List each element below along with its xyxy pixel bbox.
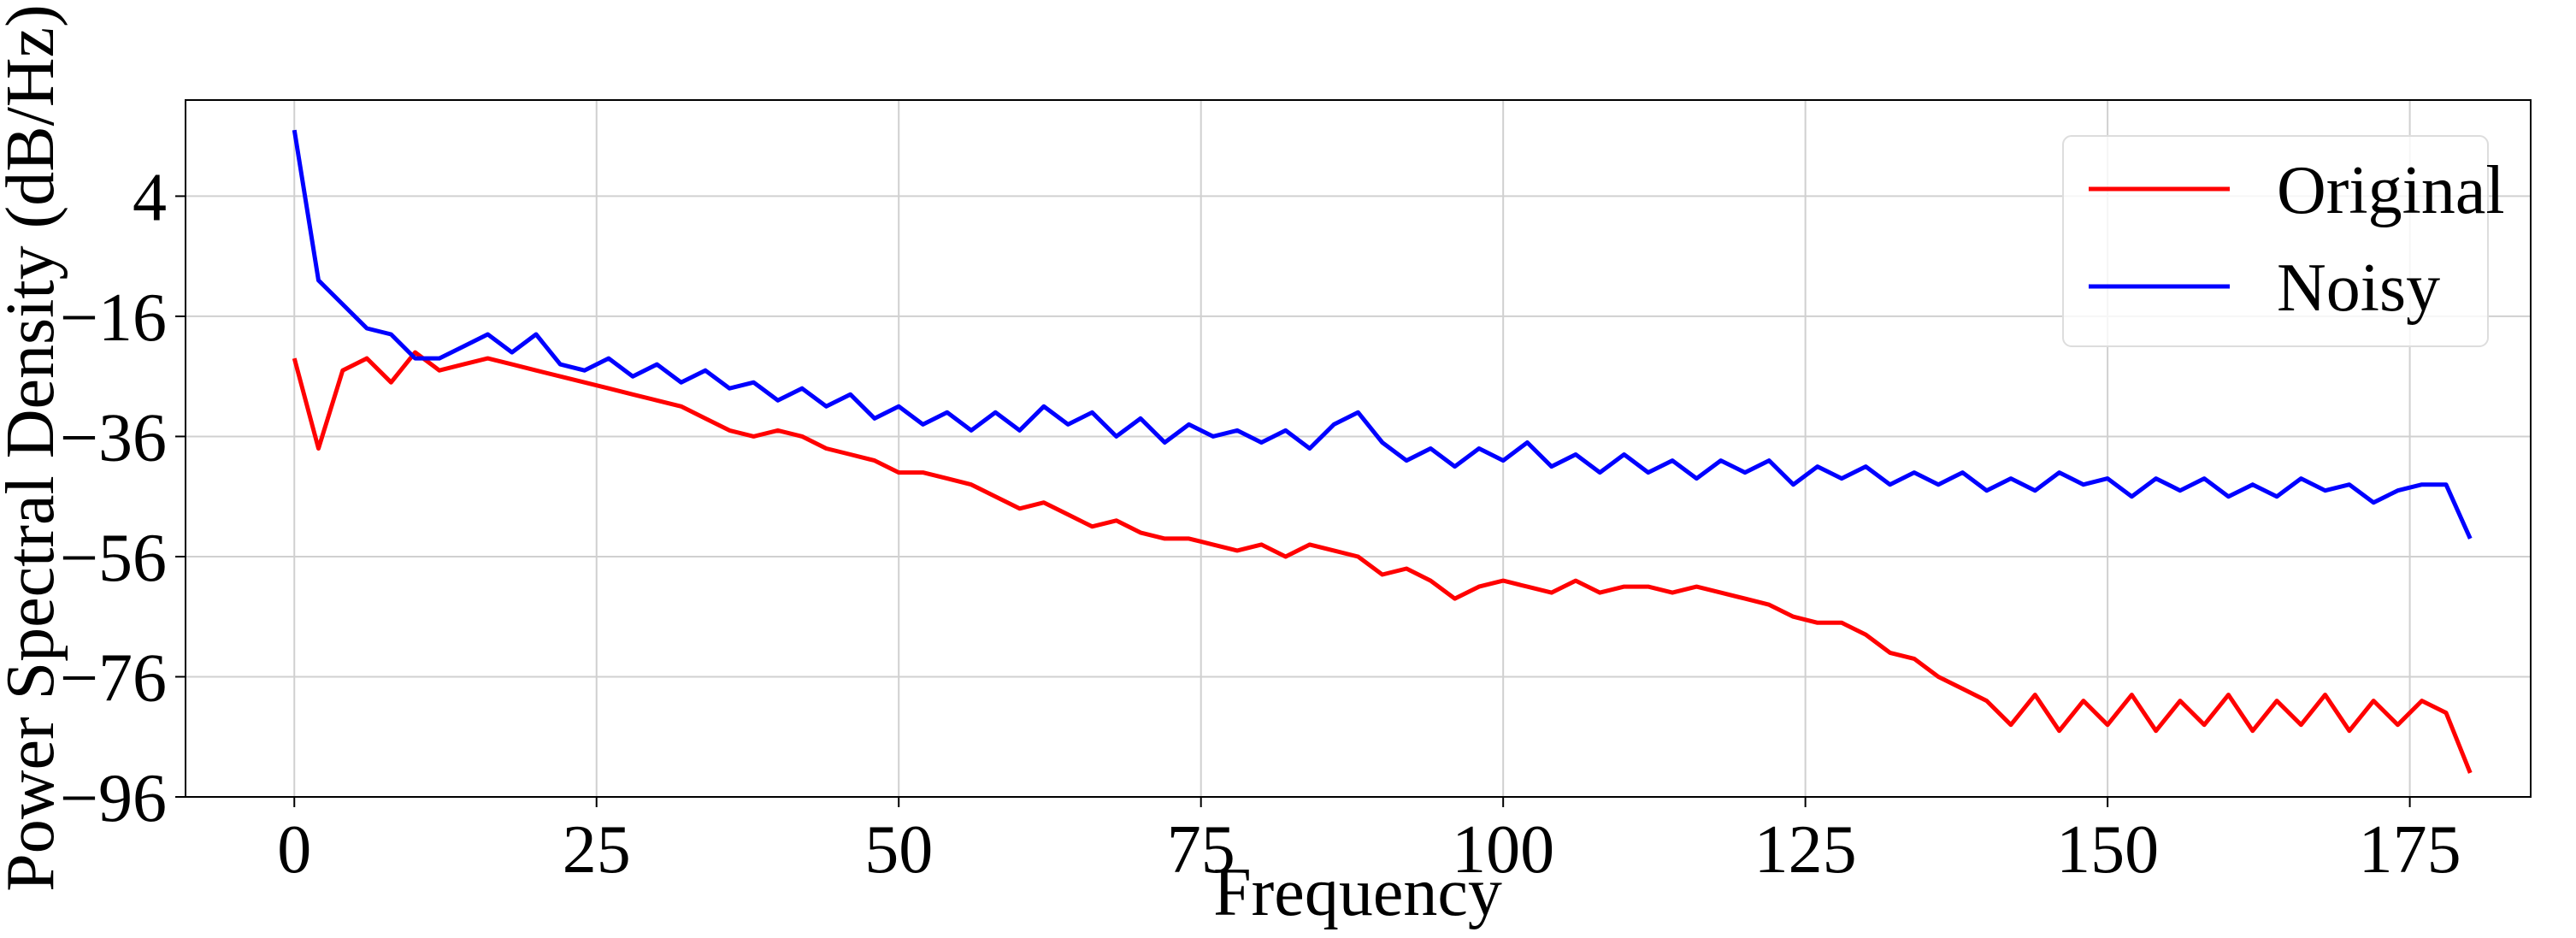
y-tick-label: −76	[60, 640, 167, 716]
y-tick-label: −36	[60, 400, 167, 475]
x-tick-label: 50	[864, 812, 933, 888]
legend: Original Noisy	[2062, 135, 2505, 347]
x-tick-label: 125	[1754, 812, 1857, 888]
plot-frame	[185, 99, 2532, 798]
x-tick-label: 75	[1167, 812, 1235, 888]
y-tick-label: 4	[133, 160, 167, 235]
y-tick-label: −16	[60, 280, 167, 356]
x-tick-label: 100	[1452, 812, 1554, 888]
x-tick-label: 25	[563, 812, 631, 888]
x-tick-label: 175	[2359, 812, 2461, 888]
x-axis-label: Frequency	[1213, 855, 1502, 930]
legend-label: Noisy	[2277, 251, 2440, 326]
y-tick-label: −56	[60, 521, 167, 596]
x-tick-label: 0	[277, 812, 311, 888]
legend-label: Original	[2277, 153, 2505, 228]
line-series	[292, 129, 2473, 540]
line-series	[292, 350, 2473, 774]
x-tick-label: 150	[2056, 812, 2159, 888]
y-axis-label: Power Spectral Density (dB/Hz)	[0, 4, 68, 892]
y-tick-label: −96	[60, 761, 167, 836]
